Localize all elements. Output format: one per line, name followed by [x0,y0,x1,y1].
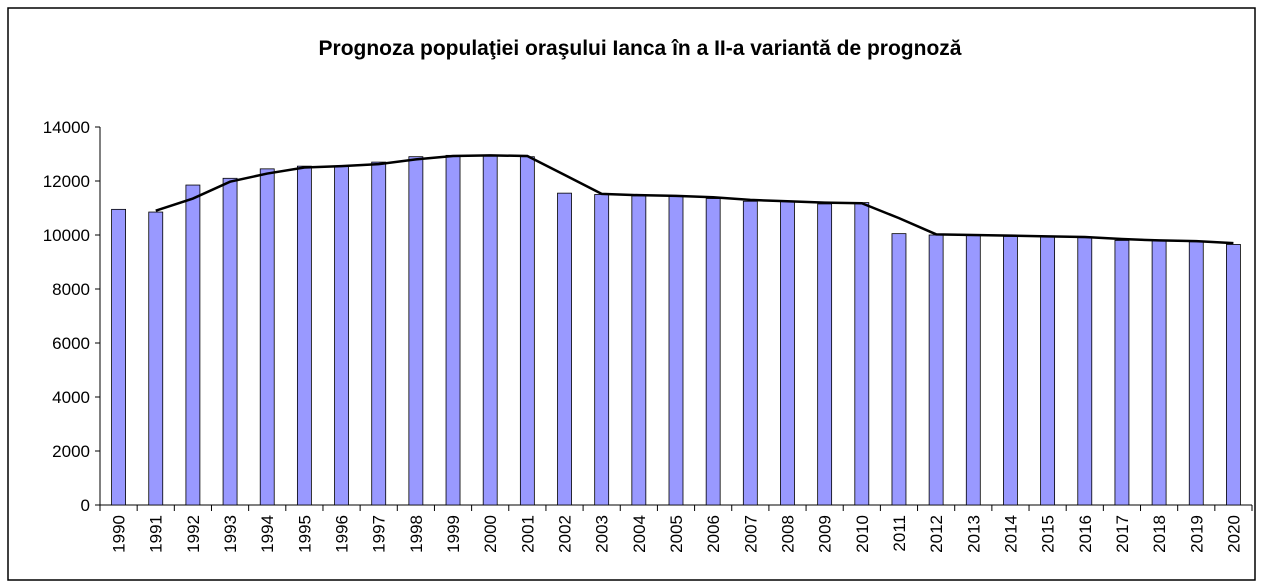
bar [780,200,795,506]
x-tick-label: 2004 [630,515,649,553]
x-tick-label: 1994 [258,515,277,553]
x-tick-label: 2020 [1224,515,1243,553]
x-tick-label: 1995 [295,515,314,553]
bar [891,233,907,506]
bar [854,202,870,506]
bar [445,154,461,506]
chart-title: Prognoza populaţiei oraşului Ianca în a … [319,37,962,60]
x-tick-label: 2013 [964,515,983,553]
bar [482,154,498,506]
x-tick-label: 2016 [1076,515,1095,553]
y-tick-label: 6000 [52,334,90,353]
y-tick-label: 2000 [52,442,90,461]
x-tick-label: 2015 [1039,515,1058,553]
x-tick-label: 2011 [890,515,909,552]
bar [928,234,944,506]
x-tick-label: 2009 [816,515,835,553]
bar [111,208,126,506]
trend-line [155,154,1234,245]
y-tick-label: 14000 [43,118,90,137]
x-tick-label: 2007 [741,515,760,553]
bar [1188,241,1204,506]
x-tick-label: 2000 [481,515,500,553]
bar [817,203,833,506]
bar [668,195,684,506]
x-tick-label: 1990 [110,515,129,553]
x-tick-label: 2001 [518,515,537,553]
bar [1077,237,1093,506]
x-tick-label: 2010 [853,515,872,553]
x-tick-label: 2012 [927,515,946,553]
y-tick-label: 4000 [52,388,90,407]
bar [1151,239,1167,506]
x-tick-label: 1999 [444,515,463,553]
bar [185,184,201,506]
x-tick-label: 1992 [184,515,203,553]
x-tick-label: 2008 [778,515,797,553]
bar [705,198,721,506]
x-tick-label: 1993 [221,515,240,553]
bar [371,161,387,506]
bar [148,211,164,506]
x-tick-label: 2017 [1113,515,1132,553]
bar [222,177,238,506]
bar [1040,235,1056,506]
x-tick-label: 2018 [1150,515,1169,553]
bar [519,156,535,506]
x-tick-label: 1998 [407,515,426,553]
x-tick-label: 2005 [667,515,686,553]
bar [1003,235,1018,506]
bar [742,200,758,506]
y-tick-label: 10000 [43,226,90,245]
bar [1114,239,1130,506]
y-tick-label: 0 [81,496,90,515]
x-tick-label: 2003 [593,515,612,553]
bar [631,195,647,506]
bar [557,192,572,506]
bar [408,156,424,506]
bar [1226,244,1241,506]
x-tick-label: 2019 [1187,515,1206,553]
x-tick-label: 2014 [1001,515,1020,553]
x-tick-label: 1991 [147,515,166,553]
x-tick-label: 1997 [370,515,389,553]
bar [296,165,312,506]
x-tick-label: 1996 [333,515,352,553]
y-tick-label: 12000 [43,172,90,191]
bar [334,165,349,506]
bar [594,194,610,506]
bar [259,168,275,506]
x-tick-label: 2002 [556,515,575,553]
bar [965,234,981,506]
y-tick-label: 8000 [52,280,90,299]
x-tick-label: 2006 [704,515,723,553]
